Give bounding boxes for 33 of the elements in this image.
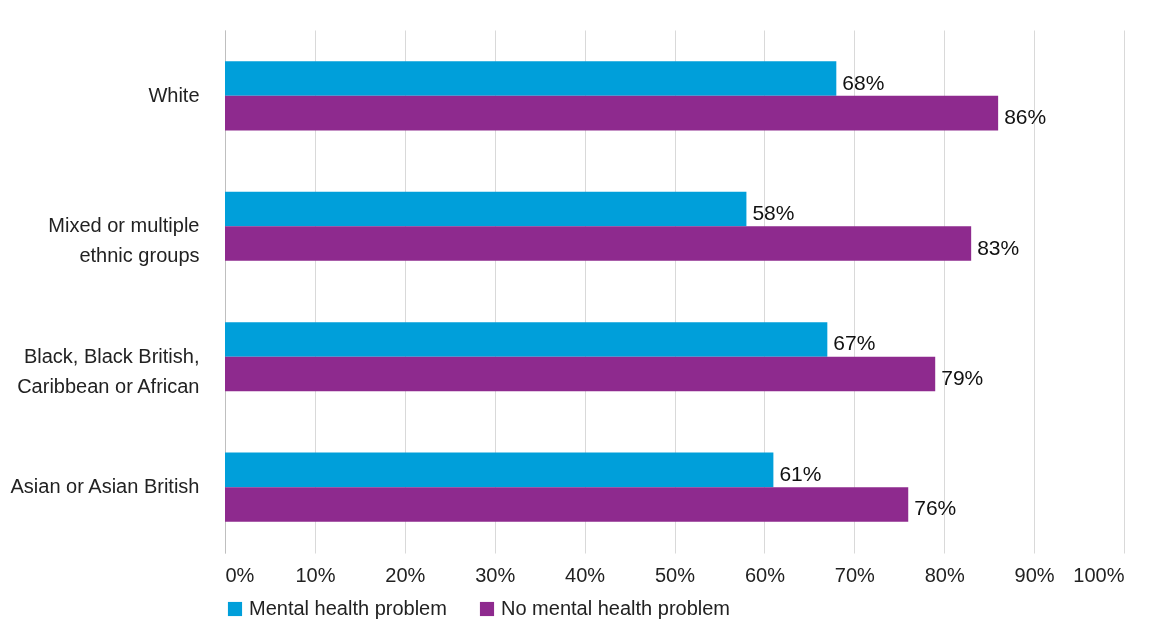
x-tick-label: 20% <box>385 563 426 586</box>
bar <box>225 226 972 261</box>
data-label: 83% <box>977 235 1020 259</box>
data-label: 67% <box>833 331 876 355</box>
x-tick-label: 60% <box>744 563 786 586</box>
x-tick-label: 10% <box>295 563 336 586</box>
x-tick-label: 90% <box>1014 563 1055 586</box>
x-tick-label: 100% <box>1073 563 1125 586</box>
data-label: 68% <box>842 70 885 94</box>
x-tick-label: 30% <box>475 563 516 586</box>
x-tick-label: 40% <box>565 563 606 586</box>
legend-label: No mental health problem <box>501 597 731 619</box>
bar <box>225 95 999 131</box>
y-tick-label: Black, Black British, Caribbean or African <box>17 344 200 397</box>
bar <box>225 61 837 96</box>
y-tick-label: Asian or Asian British <box>10 475 200 498</box>
x-tick-label: 70% <box>834 563 876 586</box>
data-label: 79% <box>941 365 984 389</box>
y-tick-label: Mixed or multiple ethnic groups <box>48 214 200 267</box>
bar <box>225 487 909 522</box>
bar <box>225 356 936 392</box>
data-label: 76% <box>914 496 957 520</box>
data-label: 86% <box>1004 105 1047 129</box>
bar <box>225 322 828 357</box>
data-label: 61% <box>779 461 822 485</box>
x-tick-label: 80% <box>924 563 965 586</box>
y-tick-label: White <box>148 83 200 106</box>
legend-label: Mental health problem <box>249 597 447 619</box>
x-tick-label: 0% <box>225 563 255 586</box>
data-label: 58% <box>752 201 795 225</box>
x-tick-label: 50% <box>654 563 696 586</box>
bar <box>225 191 747 227</box>
bar <box>225 452 774 488</box>
